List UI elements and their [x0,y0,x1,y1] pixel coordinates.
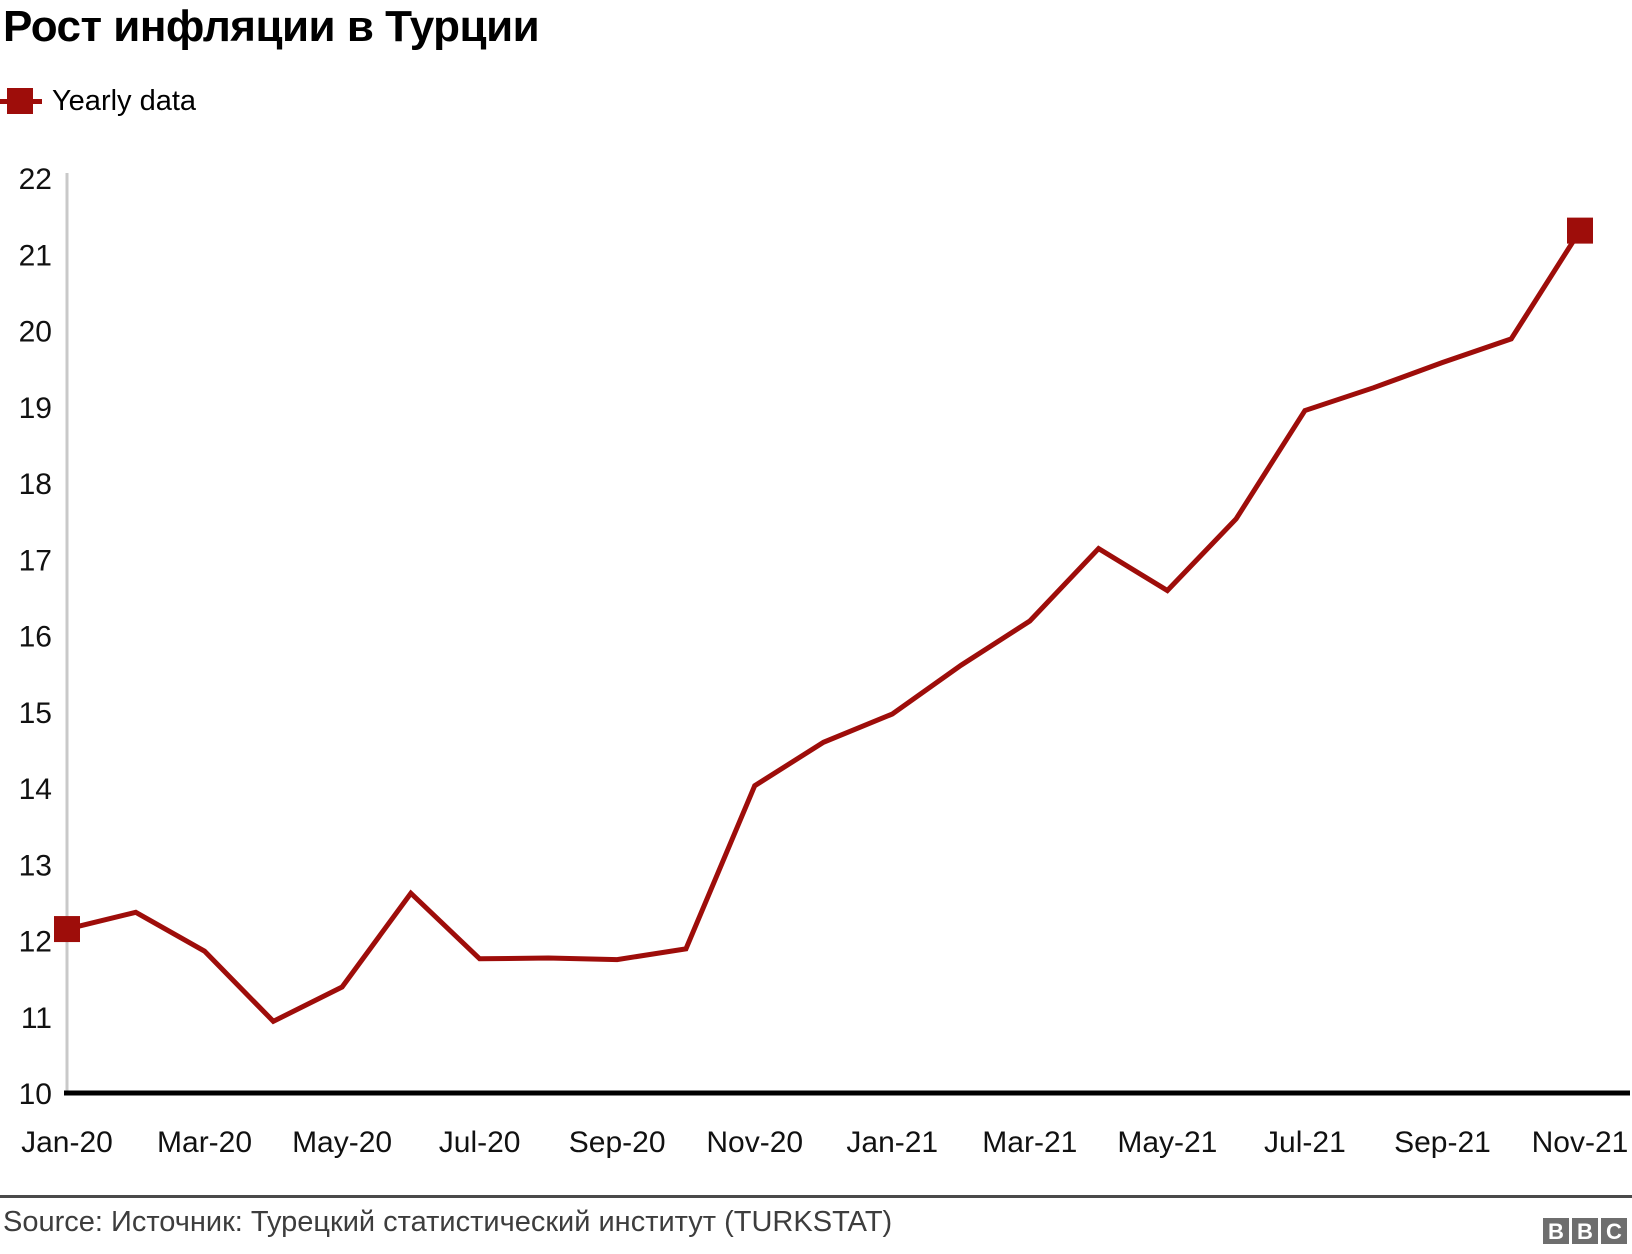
y-tick-label: 21 [19,239,52,272]
legend-square-icon [7,88,33,114]
x-tick-label: Jan-21 [846,1126,938,1159]
y-tick-label: 16 [19,621,52,654]
y-tick-label: 19 [19,392,52,425]
y-tick-label: 15 [19,697,52,730]
x-tick-label: Mar-20 [157,1126,252,1159]
legend-line-marker-icon [0,84,42,118]
bbc-logo-letter: B [1543,1218,1569,1244]
x-tick-label: Jul-21 [1264,1126,1346,1159]
bbc-logo: B B C [1543,1218,1627,1244]
source-attribution: Source: Источник: Турецкий статистически… [3,1206,893,1238]
x-tick-label: Jul-20 [439,1126,521,1159]
legend-label: Yearly data [52,84,197,117]
endpoint-marker [54,916,80,943]
footer-divider [0,1195,1632,1198]
x-tick-label: Mar-21 [982,1126,1077,1159]
y-tick-label: 22 [19,163,52,196]
x-tick-label: May-20 [292,1126,392,1159]
x-tick-label: Nov-20 [706,1126,803,1159]
y-tick-label: 14 [19,773,52,806]
x-tick-label: Nov-21 [1532,1126,1629,1159]
y-tick-label: 10 [19,1078,52,1111]
bbc-logo-letter: B [1572,1218,1598,1244]
data-line [66,229,1583,1025]
x-tick-label: Jan-20 [21,1126,113,1159]
y-tick-label: 12 [19,926,52,959]
y-tick-label: 20 [19,316,52,349]
legend: Yearly data [0,84,196,118]
chart-title: Рост инфляции в Турции [3,2,540,51]
bbc-logo-letter: C [1601,1218,1627,1244]
x-tick-label: May-21 [1117,1126,1217,1159]
y-tick-label: 18 [19,468,52,501]
x-tick-label: Sep-20 [569,1126,666,1159]
x-tick-label: Sep-21 [1394,1126,1491,1159]
endpoint-marker [1567,217,1593,244]
y-tick-label: 17 [19,544,52,577]
y-tick-label: 11 [21,1002,52,1035]
y-tick-label: 13 [19,849,52,882]
